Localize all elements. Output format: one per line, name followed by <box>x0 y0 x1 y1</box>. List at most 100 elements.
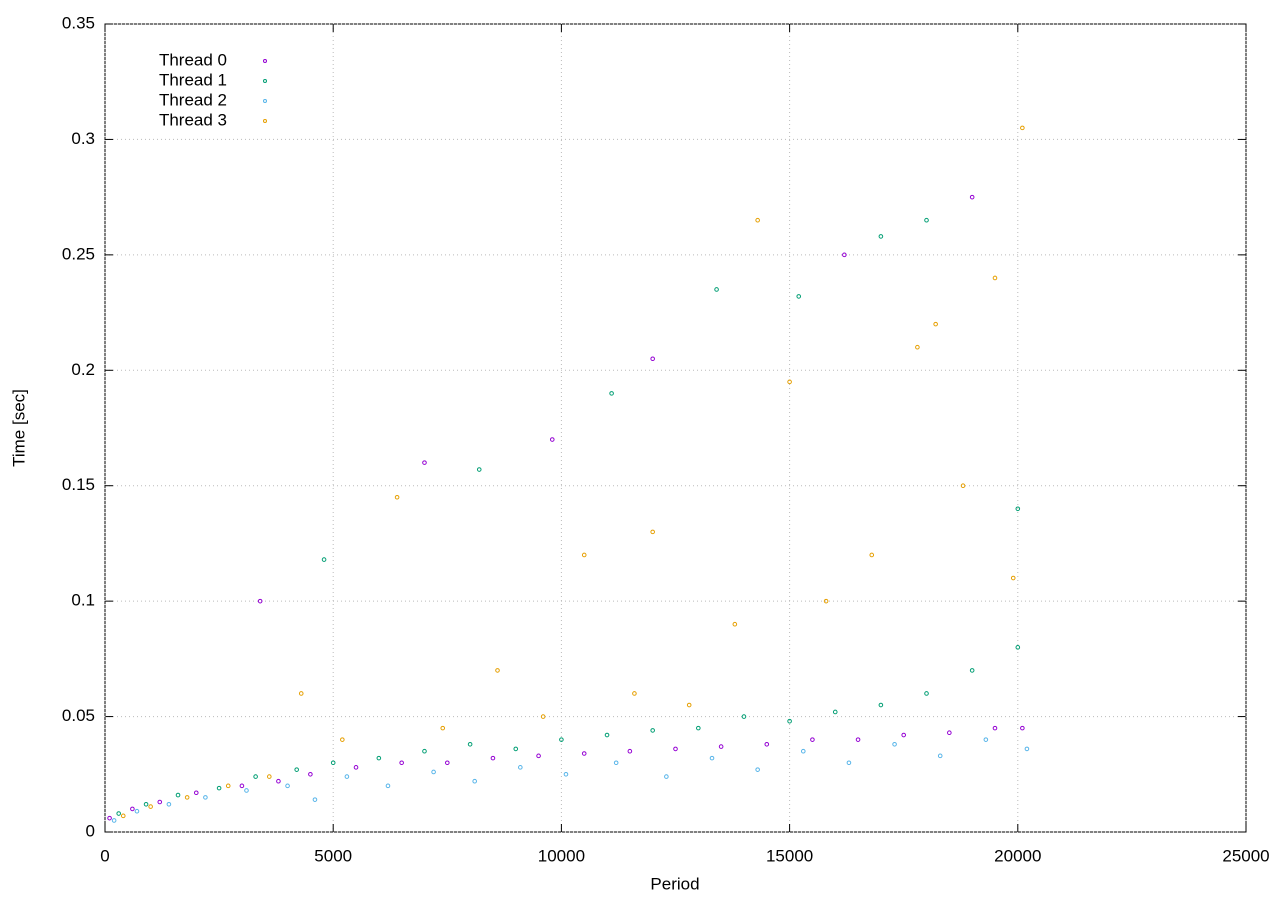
data-point <box>673 746 678 752</box>
data-point <box>340 737 345 742</box>
data-point <box>376 755 382 761</box>
data-point <box>472 778 477 784</box>
data-point <box>253 774 258 779</box>
data-point <box>431 769 436 775</box>
data-point <box>696 725 701 731</box>
data-point <box>143 801 149 807</box>
data-point <box>130 806 135 812</box>
data-point <box>134 808 140 814</box>
data-point <box>120 813 126 819</box>
data-point <box>193 790 199 796</box>
data-point <box>609 391 614 396</box>
data-point <box>846 760 852 766</box>
x-axis-label: Period <box>650 874 699 893</box>
legend-label: Thread 0 <box>159 50 227 69</box>
legend-label: Thread 2 <box>159 90 227 109</box>
data-point <box>878 702 884 708</box>
data-point <box>604 732 610 738</box>
data-point <box>440 725 446 731</box>
x-tick-label: 10000 <box>538 846 585 865</box>
data-point <box>741 714 747 719</box>
data-point <box>549 437 555 442</box>
data-point <box>969 668 975 673</box>
data-point <box>563 771 569 777</box>
data-point <box>832 709 838 715</box>
y-tick-label: 0.15 <box>62 475 95 494</box>
data-point <box>308 771 313 777</box>
data-point <box>632 691 637 696</box>
data-point <box>787 379 792 385</box>
data-point <box>257 598 263 604</box>
data-point <box>385 783 391 789</box>
data-point <box>1024 746 1030 752</box>
data-point <box>244 788 249 793</box>
data-point <box>755 767 760 772</box>
data-point <box>1020 125 1025 131</box>
legend-label: Thread 3 <box>159 110 227 129</box>
data-point <box>892 741 897 747</box>
data-point <box>709 755 715 761</box>
data-point <box>960 483 966 489</box>
data-point <box>216 785 222 791</box>
data-point <box>613 760 619 766</box>
data-point <box>718 744 724 749</box>
y-tick-label: 0 <box>86 821 95 840</box>
data-point <box>107 815 112 821</box>
data-point <box>116 811 121 816</box>
data-point <box>924 217 929 223</box>
data-point <box>855 737 861 742</box>
data-point <box>111 818 117 823</box>
data-point <box>650 529 655 535</box>
data-point <box>490 755 496 761</box>
data-point <box>312 797 318 802</box>
data-point <box>947 730 952 736</box>
y-axis-label: Time [sec] <box>9 389 28 467</box>
legend-label: Thread 1 <box>159 70 227 89</box>
data-point <box>842 252 847 258</box>
data-point <box>540 714 546 719</box>
data-point <box>796 294 802 299</box>
data-point <box>422 460 427 465</box>
data-point <box>157 799 163 805</box>
legend-marker <box>263 79 267 83</box>
data-point <box>559 737 564 742</box>
y-tick-label: 0.3 <box>71 129 95 148</box>
y-tick-label: 0.35 <box>62 13 95 32</box>
data-point <box>495 668 500 673</box>
x-tick-label: 15000 <box>766 846 813 865</box>
data-point <box>878 234 884 239</box>
data-point <box>148 804 153 809</box>
data-point <box>800 748 806 754</box>
data-point <box>664 774 669 779</box>
x-tick-label: 5000 <box>314 846 352 865</box>
data-point <box>285 783 290 789</box>
data-point <box>225 783 231 789</box>
data-point <box>467 741 473 747</box>
x-tick-label: 25000 <box>1222 846 1269 865</box>
legend-marker <box>263 119 267 123</box>
data-point <box>823 598 829 604</box>
legend-marker <box>263 59 267 63</box>
data-point <box>924 691 929 696</box>
data-point <box>513 746 519 752</box>
data-point <box>581 552 587 558</box>
data-point <box>650 356 655 362</box>
data-point <box>294 767 299 772</box>
data-point <box>969 194 975 200</box>
data-point <box>869 552 875 558</box>
data-point <box>901 732 907 738</box>
y-tick-label: 0.25 <box>62 244 95 263</box>
y-tick-label: 0.1 <box>71 591 95 610</box>
data-point <box>344 774 350 779</box>
y-tick-label: 0.2 <box>71 360 95 379</box>
data-point <box>536 753 541 759</box>
data-point <box>321 557 327 562</box>
data-point <box>992 275 998 281</box>
data-point <box>1020 725 1025 731</box>
data-point <box>353 765 359 770</box>
data-point <box>810 737 815 742</box>
data-point <box>686 702 692 708</box>
data-point <box>627 748 633 754</box>
